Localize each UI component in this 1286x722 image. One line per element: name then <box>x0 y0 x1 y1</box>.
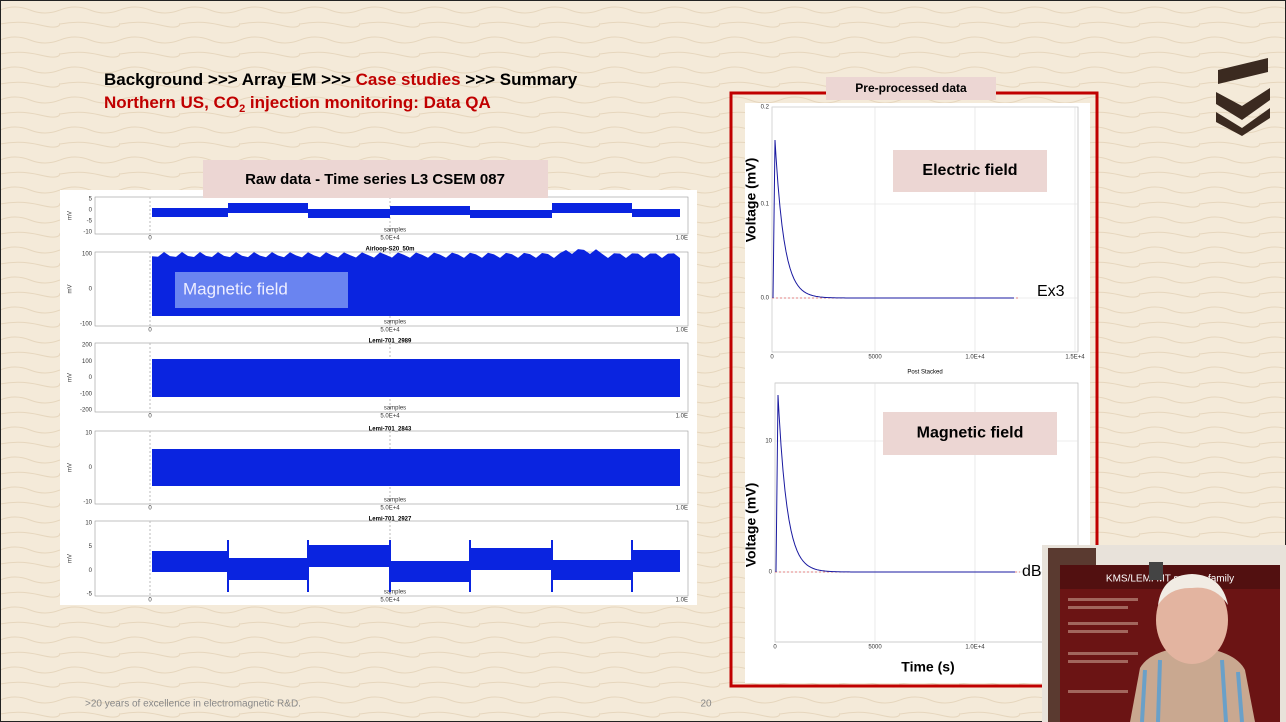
waveform <box>470 548 552 570</box>
x-label: samples <box>384 320 406 326</box>
waveform <box>390 561 470 582</box>
panel-title: Lemi-701_2843 <box>369 427 412 433</box>
y-tick-label: 200 <box>82 343 93 349</box>
y-label: mV <box>68 554 74 563</box>
y-tick-label: -10 <box>83 230 92 236</box>
x-tick-label: 1.0E <box>676 414 688 420</box>
waveform <box>152 208 228 217</box>
title-part: injection monitoring: Data QA <box>245 93 491 112</box>
x-tick-label: 1.0E+4 <box>965 355 985 361</box>
y-tick-label: -5 <box>87 219 93 225</box>
waveform <box>152 359 680 397</box>
y-tick-label: 0.2 <box>761 105 770 111</box>
trace-label: Ex3 <box>1037 283 1065 300</box>
y-tick-label: -100 <box>80 391 93 397</box>
annotation: Magnetic field <box>183 279 288 298</box>
x-tick-label: 1.5E+4 <box>1065 355 1085 361</box>
x-label: samples <box>384 406 406 412</box>
y-tick-label: 100 <box>82 359 93 365</box>
x-tick-label: 1.0E <box>676 328 688 334</box>
x-label: samples <box>384 590 406 596</box>
waveform <box>470 210 552 218</box>
x-tick-label: 5000 <box>868 645 882 651</box>
footer-tagline: >20 years of excellence in electromagnet… <box>85 699 301 710</box>
x-tick-label: 5.0E+4 <box>380 414 400 420</box>
x-label: samples <box>384 228 406 234</box>
title-part: Northern US, CO <box>104 93 239 112</box>
y-tick-label: -100 <box>80 322 93 328</box>
y-tick-label: 10 <box>85 431 92 437</box>
y-tick-label: 10 <box>85 521 92 527</box>
panel-title: Lemi-701_2989 <box>369 339 412 345</box>
annotation: Electric field <box>922 162 1017 179</box>
processed-label: Pre-processed data <box>855 81 967 95</box>
y-tick-label: 10 <box>765 439 772 445</box>
waveform <box>552 560 632 580</box>
y-label: Voltage (mV) <box>743 483 759 568</box>
crumb: Background >>> Array EM >>> <box>104 70 356 89</box>
waveform <box>152 551 228 572</box>
panel-title: Lemi-701_2927 <box>369 517 412 523</box>
x-tick-label: 1.0E <box>676 598 688 604</box>
page-number: 20 <box>700 699 712 710</box>
x-tick-label: 1.0E+4 <box>965 645 985 651</box>
x-tick-label: 5.0E+4 <box>380 506 400 512</box>
x-tick-label: 5000 <box>868 355 882 361</box>
breadcrumb: Background >>> Array EM >>> Case studies… <box>104 70 578 89</box>
annotation: Magnetic field <box>917 425 1024 442</box>
video-inset: KMS/LEMI MT system family <box>1042 545 1286 722</box>
waveform <box>308 545 390 567</box>
x-tick-label: 5.0E+4 <box>380 328 400 334</box>
y-label: mV <box>68 373 74 382</box>
waveform <box>152 449 680 486</box>
waveform <box>390 206 470 215</box>
slide: Background >>> Array EM >>> Case studies… <box>0 0 1286 722</box>
crumb-active: Case studies <box>356 70 461 89</box>
y-label: mV <box>68 211 74 220</box>
x-label: samples <box>384 498 406 504</box>
x-label: Time (s) <box>901 659 954 675</box>
waveform <box>552 203 632 213</box>
crumb: >>> Summary <box>461 70 578 89</box>
panel-title: Airloop-S20_50m <box>365 247 414 253</box>
page: Background >>> Array EM >>> Case studies… <box>0 0 1286 722</box>
y-tick-label: 0.1 <box>761 202 770 208</box>
waveform <box>308 209 390 218</box>
x-tick-label: 5.0E+4 <box>380 598 400 604</box>
x-tick-label: 5.0E+4 <box>380 236 400 242</box>
waveform <box>632 550 680 572</box>
y-tick-label: -10 <box>83 500 92 506</box>
slide-title: Northern US, CO2 injection monitoring: D… <box>104 93 491 114</box>
waveform <box>228 203 308 213</box>
x-tick-label: 1.0E <box>676 236 688 242</box>
trace-label: dB <box>1022 563 1042 580</box>
y-tick-label: -200 <box>80 408 93 414</box>
waveform <box>228 558 308 580</box>
y-tick-label: 0.0 <box>761 296 770 302</box>
raw-label: Raw data - Time series L3 CSEM 087 <box>245 171 505 188</box>
y-tick-label: 100 <box>82 252 93 258</box>
x-tick-label: 1.0E <box>676 506 688 512</box>
y-tick-label: -5 <box>87 592 93 598</box>
x-label: Post Stacked <box>907 370 942 376</box>
y-label: Voltage (mV) <box>743 158 759 243</box>
waveform <box>632 209 680 217</box>
y-label: mV <box>68 463 74 472</box>
y-label: mV <box>68 285 74 294</box>
